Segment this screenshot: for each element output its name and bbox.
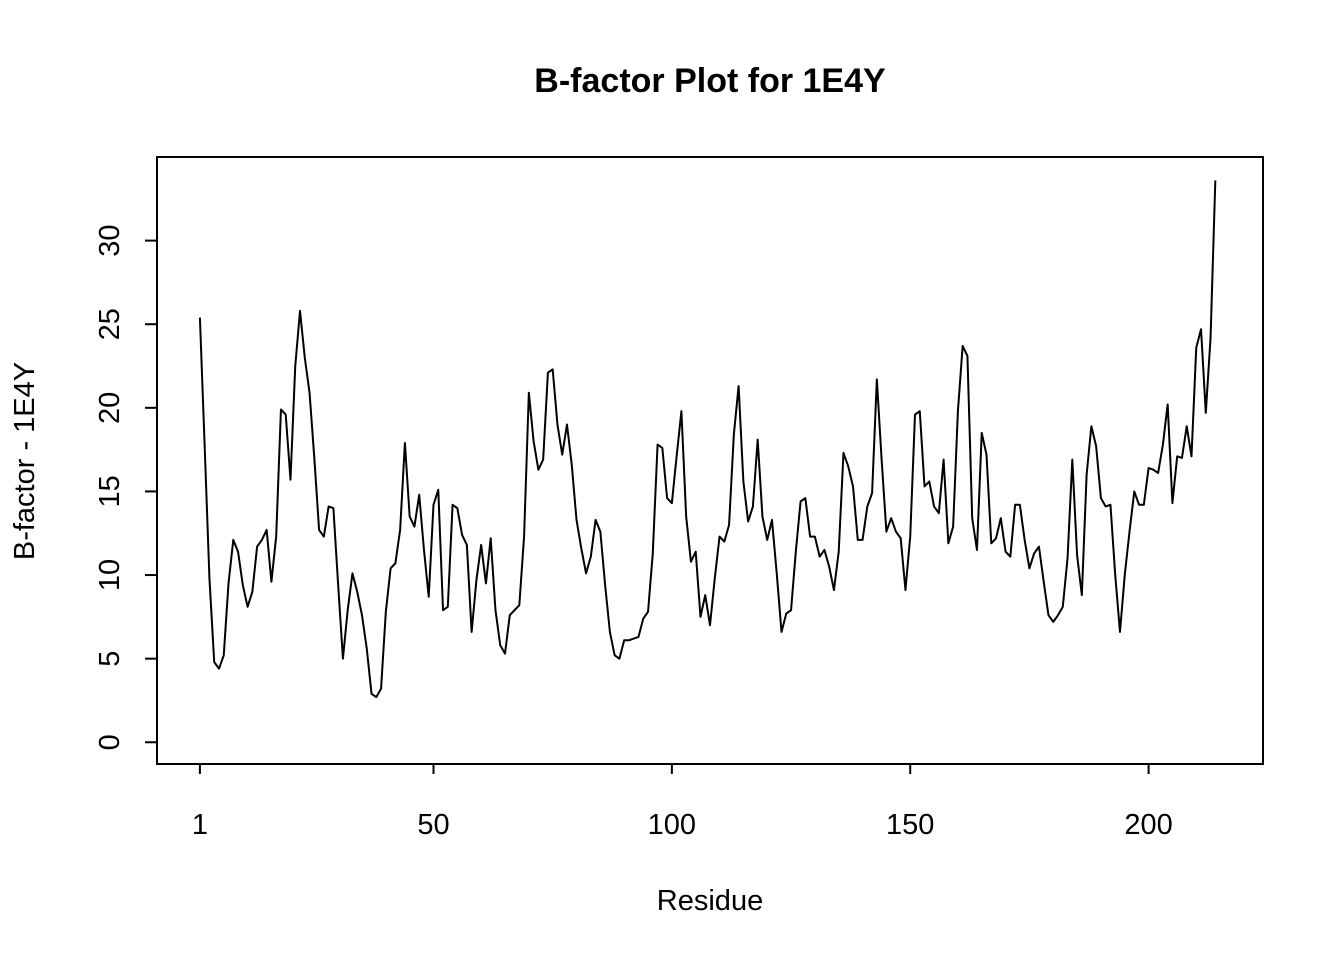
series-group bbox=[198, 180, 1217, 699]
chart-title: B-factor Plot for 1E4Y bbox=[534, 62, 886, 100]
y-tick-label: 30 bbox=[94, 224, 126, 256]
x-tick-label: 150 bbox=[886, 809, 934, 841]
y-tick-label: 15 bbox=[94, 475, 126, 507]
x-tick-label: 1 bbox=[192, 809, 208, 841]
series-line-0 bbox=[198, 180, 1217, 699]
y-tick-label: 5 bbox=[94, 651, 126, 667]
y-axis-label: B-factor - 1E4Y bbox=[9, 362, 41, 560]
x-tick-label: 50 bbox=[417, 809, 449, 841]
y-tick-label: 25 bbox=[94, 308, 126, 340]
y-tick-label: 10 bbox=[94, 559, 126, 591]
y-tick-label: 20 bbox=[94, 392, 126, 424]
x-tick-label: 100 bbox=[648, 809, 696, 841]
x-tick-label: 200 bbox=[1124, 809, 1172, 841]
y-tick-label: 0 bbox=[94, 734, 126, 750]
x-axis-label: Residue bbox=[657, 885, 763, 917]
y-axis: 0 5 10 15 20 25 30 bbox=[94, 224, 158, 750]
x-axis: 1 50 100 150 200 bbox=[192, 763, 1173, 841]
